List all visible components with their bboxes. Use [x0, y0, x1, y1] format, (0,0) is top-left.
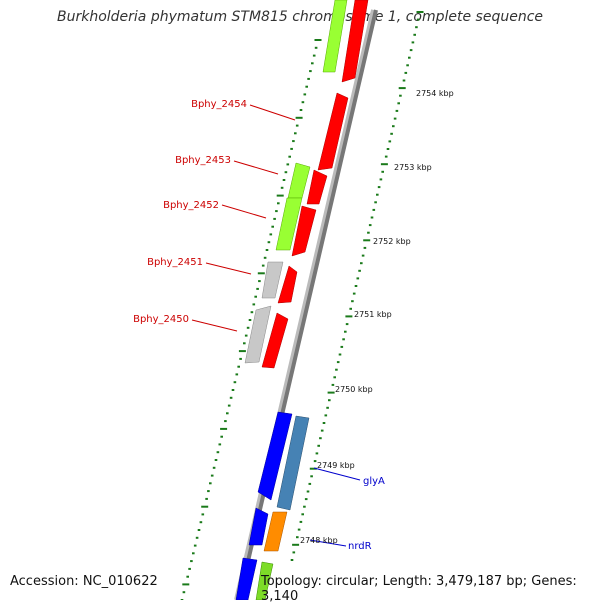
feature-blue-3[interactable] — [235, 557, 258, 600]
gene-label-bphy-2451[interactable]: Bphy_2451 — [147, 257, 203, 268]
leader-nrdR — [309, 539, 347, 547]
tick-label-2748: 2748 kbp — [300, 536, 338, 545]
leader-bphy-2450 — [191, 319, 238, 332]
feature-orange-nrdR[interactable] — [263, 511, 288, 552]
feature-steel-glyA[interactable] — [276, 415, 310, 511]
gene-label-bphy-2454[interactable]: Bphy_2454 — [191, 99, 247, 110]
leader-bphy-2452 — [221, 204, 267, 219]
feature-blue-2[interactable] — [248, 507, 269, 546]
leader-bphy-2451 — [205, 262, 252, 275]
feature-blue-1[interactable] — [257, 411, 293, 501]
gc-content-track-right — [290, 11, 424, 561]
tick-label-2753: 2753 kbp — [394, 163, 432, 172]
backbone — [237, 9, 378, 600]
gene-label-nrdR[interactable]: nrdR — [348, 541, 372, 552]
gene-label-bphy-2453[interactable]: Bphy_2453 — [175, 155, 231, 166]
tick-label-2750: 2750 kbp — [335, 385, 373, 394]
feature-gray-bphy-2451[interactable] — [261, 261, 284, 299]
gene-label-glyA[interactable]: glyA — [363, 476, 385, 487]
leader-glyA — [313, 467, 361, 481]
feature-gray-bphy-2450[interactable] — [244, 305, 272, 364]
feature-red-bphy-2450[interactable] — [261, 312, 289, 369]
feature-red-bphy-2453[interactable] — [306, 169, 328, 205]
gene-label-bphy-2450[interactable]: Bphy_2450 — [133, 314, 189, 325]
feature-red-top[interactable] — [341, 0, 369, 83]
feature-red-bphy-2452[interactable] — [291, 205, 317, 257]
leader-bphy-2453 — [233, 160, 279, 175]
tick-label-2754: 2754 kbp — [416, 89, 454, 98]
feature-green-bphy-2453[interactable] — [287, 162, 311, 199]
tick-label-2749: 2749 kbp — [317, 461, 355, 470]
tick-label-2752: 2752 kbp — [373, 237, 411, 246]
leader-bphy-2454 — [249, 104, 296, 121]
feature-red-bphy-2451[interactable] — [277, 265, 298, 304]
tick-label-2751: 2751 kbp — [354, 310, 392, 319]
feature-red-bphy-2454[interactable] — [317, 92, 349, 171]
accession-text: Accession: NC_010622 — [10, 574, 158, 589]
feature-green-top[interactable] — [322, 0, 348, 73]
gene-label-bphy-2452[interactable]: Bphy_2452 — [163, 200, 219, 211]
feature-green-bphy-2452[interactable] — [275, 197, 303, 251]
feature-green-bottom[interactable] — [255, 561, 274, 600]
gc-content-track-left — [180, 39, 322, 600]
